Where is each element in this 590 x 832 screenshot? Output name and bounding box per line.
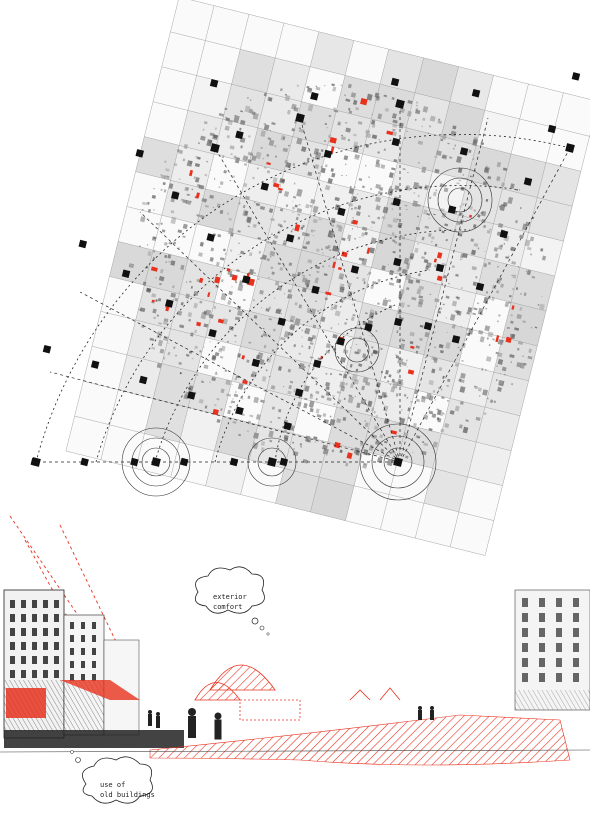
reuse-line2: old buildings <box>100 791 155 799</box>
highlighted-buildings <box>150 97 515 460</box>
old-buildings-bubble: use of old buildings <box>70 750 155 804</box>
radial-arcs <box>35 134 571 463</box>
reuse-line1: use of <box>100 781 125 789</box>
urban-fabric-texture <box>128 83 547 469</box>
map-grid <box>65 0 590 556</box>
left-building-facade <box>3 589 184 748</box>
radial-spokes <box>36 104 571 463</box>
exterior-comfort-line1: exterior <box>213 593 247 601</box>
site-plan-map <box>65 0 590 556</box>
pedestrian-figures <box>148 706 434 740</box>
ground-line <box>0 749 590 753</box>
perspective-guides <box>9 515 121 651</box>
exterior-comfort-line2: comfort <box>213 603 243 611</box>
gray-tiles <box>65 0 590 556</box>
exterior-comfort-bubble: exterior comfort <box>194 566 270 636</box>
right-building-facade <box>514 589 590 711</box>
grid-node-markers <box>30 72 581 467</box>
street-perspective-scene <box>0 515 590 766</box>
proposed-canopies <box>194 664 401 721</box>
red-ground-plane <box>149 714 571 766</box>
